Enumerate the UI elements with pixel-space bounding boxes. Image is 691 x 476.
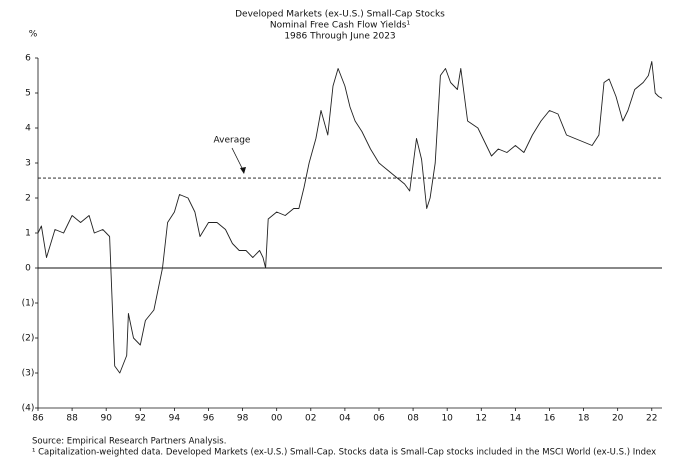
y-tick-label: 6 bbox=[25, 54, 31, 64]
x-tick-label: 02 bbox=[305, 414, 316, 424]
x-tick-label: 14 bbox=[510, 414, 522, 424]
y-tick-label: (3) bbox=[22, 369, 35, 379]
x-tick-label: 12 bbox=[476, 414, 487, 424]
y-tick-label: 5 bbox=[25, 89, 31, 99]
chart-title: Developed Markets (ex-U.S.) Small-Cap St… bbox=[235, 10, 445, 20]
x-tick-label: 86 bbox=[32, 414, 44, 424]
x-tick-label: 92 bbox=[135, 414, 146, 424]
x-tick-label: 94 bbox=[169, 414, 181, 424]
x-tick-label: 04 bbox=[339, 414, 351, 424]
x-tick-label: 20 bbox=[612, 414, 624, 424]
x-tick-label: 88 bbox=[66, 414, 78, 424]
x-tick-label: 98 bbox=[237, 414, 249, 424]
y-tick-label: 4 bbox=[25, 124, 31, 134]
x-tick-label: 96 bbox=[203, 414, 215, 424]
x-tick-label: 06 bbox=[373, 414, 385, 424]
y-tick-label: (1) bbox=[22, 299, 35, 309]
x-tick-label: 08 bbox=[407, 414, 419, 424]
x-tick-label: 16 bbox=[544, 414, 556, 424]
x-tick-label: 22 bbox=[646, 414, 657, 424]
source: Source: Empirical Research Partners Anal… bbox=[32, 437, 226, 447]
annotation: Average bbox=[214, 136, 251, 146]
y-tick-label: (2) bbox=[22, 334, 35, 344]
x-tick-label: 18 bbox=[578, 414, 590, 424]
x-tick-label: 00 bbox=[271, 414, 283, 424]
y-tick-label: 1 bbox=[25, 229, 31, 239]
x-tick-label: 10 bbox=[441, 414, 453, 424]
y-tick-label: (4) bbox=[22, 404, 35, 414]
chart-title: Nominal Free Cash Flow Yields¹ bbox=[270, 21, 411, 31]
y-unit-label: % bbox=[29, 30, 38, 40]
footnote: ¹ Capitalization-weighted data. Develope… bbox=[32, 448, 656, 458]
x-tick-label: 90 bbox=[100, 414, 112, 424]
chart-title: 1986 Through June 2023 bbox=[284, 32, 395, 42]
y-tick-label: 3 bbox=[25, 159, 31, 169]
annotation-arrowhead bbox=[240, 167, 246, 174]
y-tick-label: 2 bbox=[25, 194, 31, 204]
data-line bbox=[37, 61, 663, 374]
y-tick-label: 0 bbox=[25, 264, 31, 274]
